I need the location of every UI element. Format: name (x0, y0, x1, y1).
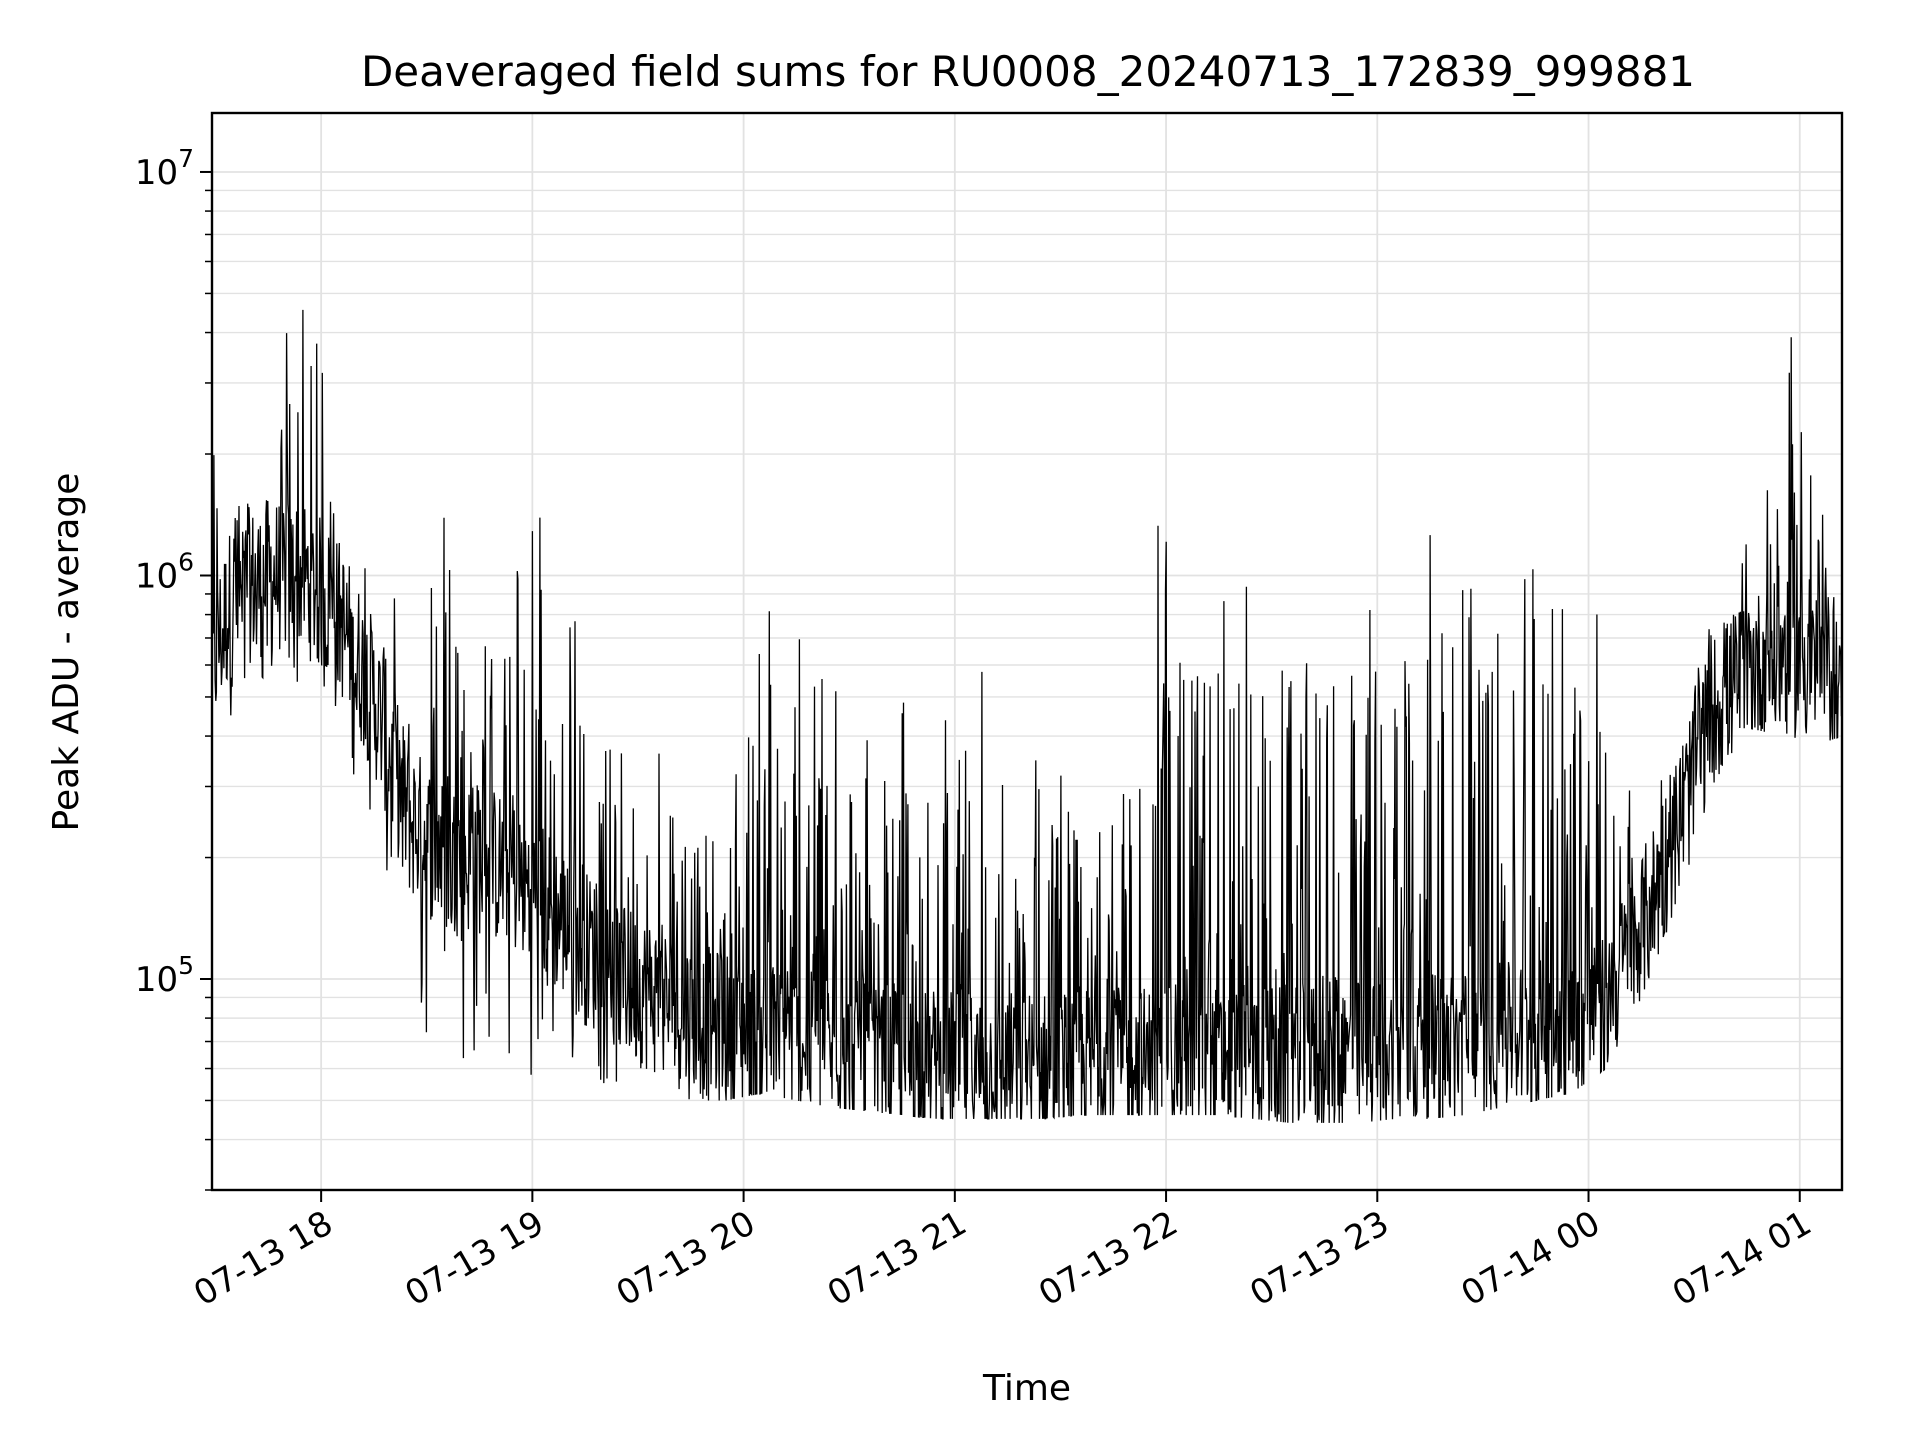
x-axis-ticks: 07-13 18 07-13 19 07-13 20 07-13 21 07-13 22… (187, 1190, 1818, 1314)
x-tick-label: 07-13 20 (610, 1203, 762, 1314)
y-axis-ticks: 105 106 107 (135, 144, 212, 1191)
y-axis-label: Peak ADU - average (46, 473, 87, 832)
x-axis-label: Time (982, 1368, 1071, 1409)
series-line (211, 309, 1843, 1123)
x-tick-label: 07-13 19 (398, 1203, 550, 1314)
plot-frame (210, 111, 1844, 1192)
y-tick-label: 105 (135, 951, 194, 1000)
x-tick-label: 07-13 18 (187, 1203, 339, 1314)
x-tick-label: 07-14 01 (1666, 1203, 1818, 1314)
x-tick-label: 07-13 23 (1243, 1203, 1395, 1314)
series-group (211, 309, 1843, 1123)
chart-title: Deaveraged field sums for RU0008_2024071… (361, 47, 1695, 96)
x-tick-label: 07-13 22 (1032, 1203, 1184, 1314)
y-tick-label: 107 (135, 144, 194, 193)
x-tick-label: 07-14 00 (1455, 1203, 1607, 1314)
y-tick-label: 106 (135, 547, 194, 596)
x-tick-label: 07-13 21 (821, 1203, 973, 1314)
